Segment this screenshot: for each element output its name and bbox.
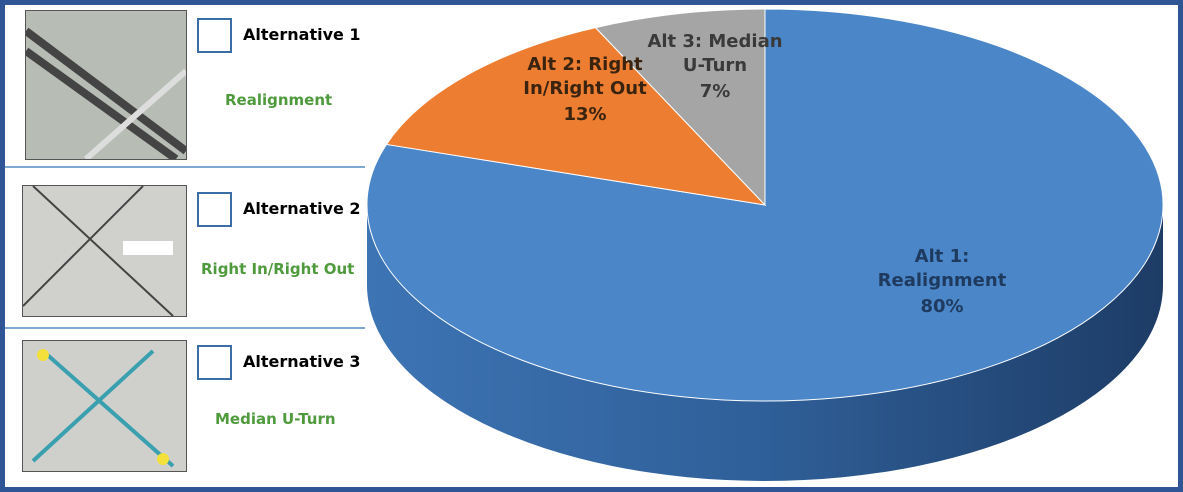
map-drawing — [23, 186, 186, 316]
slice-value-label: 7% — [699, 81, 731, 102]
pie-chart — [366, 8, 1164, 481]
slice-value-label: 80% — [920, 296, 964, 317]
map-image — [25, 10, 187, 160]
alternative-subtitle: Right In/Right Out — [201, 260, 355, 278]
alternative-title: Alternative 2 — [243, 199, 361, 218]
pie-slice — [385, 27, 767, 206]
pie-slice — [594, 8, 766, 207]
alternative-subtitle: Realignment — [225, 91, 333, 109]
checkbox[interactable] — [197, 345, 232, 380]
checkbox[interactable] — [197, 192, 232, 227]
map-drawing — [23, 341, 186, 471]
separator — [5, 166, 365, 168]
alternative-title: Alternative 1 — [243, 25, 361, 44]
slice-label: Alt 2: Right In/Right Out — [523, 54, 647, 99]
map-image — [22, 185, 187, 317]
alternative-subtitle: Median U-Turn — [215, 410, 336, 428]
alternative-title: Alternative 3 — [243, 352, 361, 371]
map-image — [22, 340, 187, 472]
slice-side — [367, 205, 1163, 481]
slice-label: Alt 3: Median U-Turn — [647, 31, 783, 76]
map-drawing — [26, 11, 186, 159]
separator — [5, 327, 365, 329]
checkbox[interactable] — [197, 18, 232, 53]
slice-label: Alt 1: Realignment — [877, 246, 1007, 291]
slice-value-label: 13% — [563, 104, 607, 125]
